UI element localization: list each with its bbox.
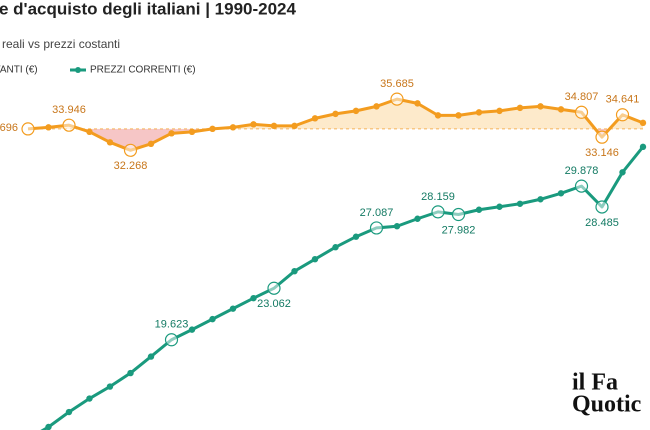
data-point xyxy=(475,206,483,213)
data-point xyxy=(147,140,155,148)
data-point xyxy=(537,103,544,110)
data-point xyxy=(352,233,360,240)
data-point xyxy=(475,109,483,116)
data-point xyxy=(106,383,114,390)
data-point xyxy=(311,115,319,122)
data-point xyxy=(270,122,278,130)
legend-item: OSTANTI (€) xyxy=(0,65,38,76)
data-point xyxy=(537,196,544,203)
data-point xyxy=(574,179,589,193)
data-point xyxy=(127,369,134,377)
data-point xyxy=(332,110,339,118)
data-point xyxy=(250,121,257,128)
data-label: 28.485 xyxy=(585,217,619,229)
data-point xyxy=(557,190,565,197)
plot-area: 33.696 33.946 32.268 35.685 34.807 33.146 34.6… xyxy=(0,78,647,430)
data-point xyxy=(250,294,257,302)
data-point xyxy=(45,124,52,131)
data-point xyxy=(516,200,524,207)
data-point xyxy=(595,130,609,144)
legend: OSTANTI (€) PREZZI CORRENTI (€) xyxy=(0,65,196,76)
data-point xyxy=(414,215,421,222)
data-point xyxy=(414,100,421,107)
legend-label: OSTANTI (€) xyxy=(0,65,38,76)
data-label: 35.685 xyxy=(380,78,414,90)
data-point xyxy=(619,169,626,176)
data-point xyxy=(332,244,339,251)
data-point xyxy=(615,108,630,122)
logo-line-2: Quotic xyxy=(572,392,642,418)
data-point xyxy=(369,221,384,235)
data-label: 23.062 xyxy=(257,298,291,310)
data-point xyxy=(168,130,175,137)
data-point xyxy=(267,281,281,295)
data-point xyxy=(311,255,319,263)
data-point xyxy=(496,107,503,115)
data-point xyxy=(147,353,155,360)
data-point xyxy=(496,203,503,210)
data-point xyxy=(65,408,73,416)
logo-line-1: il Fa xyxy=(572,370,618,396)
data-point xyxy=(45,423,52,430)
data-label: 28.159 xyxy=(421,191,455,203)
data-point xyxy=(451,207,466,222)
data-point xyxy=(431,205,445,219)
data-label: 33.696 xyxy=(0,122,18,134)
chart-subtitle: reali vs prezzi costanti xyxy=(2,37,120,51)
data-point xyxy=(455,112,462,119)
data-point xyxy=(393,223,401,230)
legend-item: PREZZI CORRENTI (€) xyxy=(70,65,196,76)
data-point xyxy=(209,125,216,133)
data-point xyxy=(639,119,647,127)
data-point xyxy=(164,333,179,347)
data-point xyxy=(188,128,196,136)
data-label: 33.946 xyxy=(52,104,86,116)
legend-dot xyxy=(75,67,81,73)
data-label: 34.807 xyxy=(565,91,599,103)
data-point xyxy=(188,326,196,333)
data-label: 34.641 xyxy=(606,94,640,106)
data-point xyxy=(434,112,442,119)
data-label: 27.087 xyxy=(360,207,394,219)
data-point xyxy=(557,106,565,113)
chart-title: e d'acquisto degli italiani | 1990-2024 xyxy=(0,0,297,18)
data-point xyxy=(516,104,524,112)
data-point xyxy=(291,267,298,275)
data-point xyxy=(229,305,237,312)
data-point xyxy=(21,122,35,136)
data-point xyxy=(595,200,609,214)
data-point xyxy=(291,122,298,130)
data-label: 32.268 xyxy=(114,160,148,172)
data-point xyxy=(209,315,216,323)
data-point xyxy=(229,124,237,131)
data-point xyxy=(123,143,138,157)
data-point xyxy=(574,105,589,119)
data-label: 19.623 xyxy=(155,319,189,331)
data-label: 33.146 xyxy=(585,147,619,159)
data-point xyxy=(639,143,647,151)
data-point xyxy=(106,139,114,146)
data-point xyxy=(86,395,93,402)
data-label: 27.982 xyxy=(442,224,476,236)
data-point xyxy=(62,118,76,132)
data-point xyxy=(86,128,93,136)
data-label: 29.878 xyxy=(565,165,599,177)
data-point xyxy=(390,92,404,106)
legend-label: PREZZI CORRENTI (€) xyxy=(90,65,196,76)
data-point xyxy=(373,103,380,110)
data-point xyxy=(352,107,360,115)
